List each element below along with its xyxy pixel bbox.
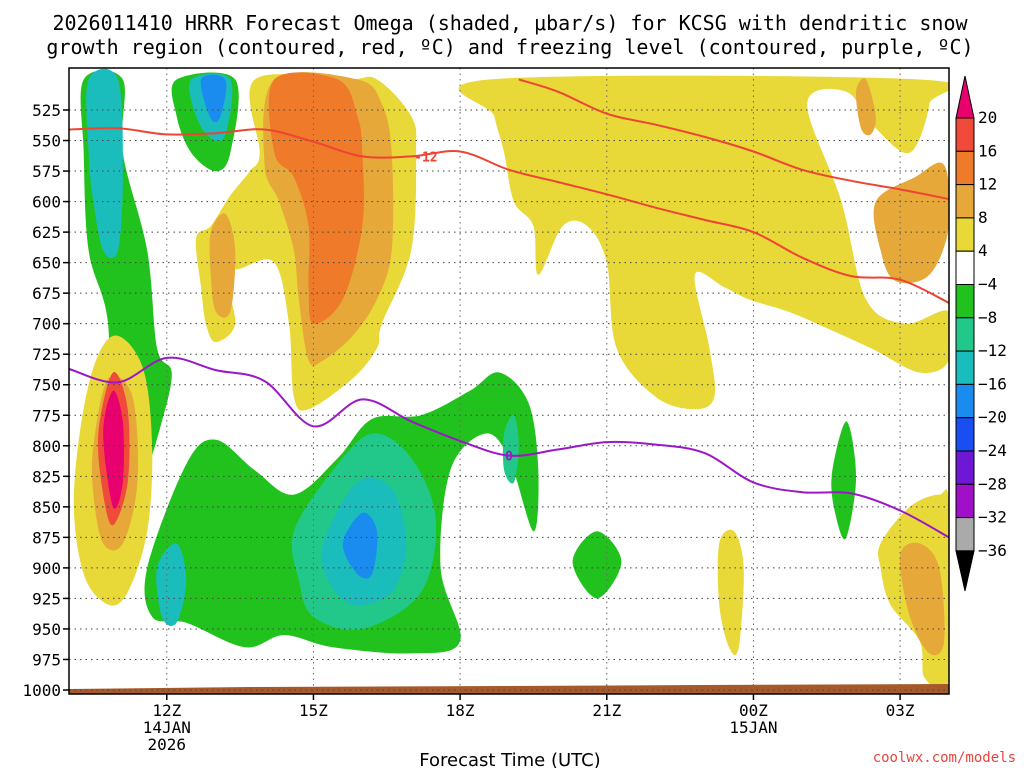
omega-region-9 [156, 543, 187, 626]
y-tick-label-950: 950 [32, 620, 61, 639]
contour-lines: -12 0 [69, 78, 949, 539]
y-tick-label-875: 875 [32, 528, 61, 547]
x-tick-label-03Z: 03Z [886, 701, 915, 720]
y-tick-label-775: 775 [32, 406, 61, 425]
y-tick-label-700: 700 [32, 315, 61, 334]
omega-region-22 [873, 162, 949, 284]
y-tick-label-525: 525 [32, 101, 61, 120]
omega-region-12 [831, 421, 857, 540]
y-tick-label-600: 600 [32, 193, 61, 212]
y-tick-label-625: 625 [32, 223, 61, 242]
colorbar-swatch-3 [955, 184, 975, 219]
colorbar-swatch-11 [955, 450, 975, 485]
y-tick-label-550: 550 [32, 132, 61, 151]
colorbar-label-13: −36 [978, 541, 1007, 560]
colorbar-label-8: −16 [978, 374, 1007, 393]
colorbar-swatch-13 [955, 517, 975, 552]
omega-region-11 [572, 531, 622, 599]
colorbar-label-3: 8 [978, 208, 988, 227]
x-tick-date-00Z: 15JAN [729, 718, 777, 737]
y-tick-label-750: 750 [32, 376, 61, 395]
chart-title-line-1: 2026011410 HRRR Forecast Omega (shaded, … [52, 11, 968, 35]
colorbar-label-10: −24 [978, 441, 1007, 460]
omega-region-21 [458, 75, 949, 410]
colorbar-label-12: −32 [978, 508, 1007, 527]
snow-growth-contour-upper [69, 127, 949, 304]
x-tick-label-12Z: 12Z [152, 701, 181, 720]
omega-region-1 [86, 68, 123, 259]
freezing-level-contour [69, 356, 949, 539]
x-axis-label: Forecast Time (UTC) [419, 750, 600, 768]
colorbar-label-9: −20 [978, 408, 1007, 427]
omega-shading [73, 68, 949, 692]
x-tick-label-00Z: 00Z [739, 701, 768, 720]
y-tick-label-650: 650 [32, 254, 61, 273]
plot-frame [68, 67, 950, 695]
colorbar-label-4: 4 [978, 241, 988, 260]
colorbar-label-5: −4 [978, 275, 997, 294]
snow-growth-contour-label: -12 [414, 150, 437, 165]
colorbar-arrow-top [955, 75, 975, 119]
x-tick-label-21Z: 21Z [592, 701, 621, 720]
colorbar-swatch-12 [955, 483, 975, 519]
colorbar-label-11: −28 [978, 474, 1007, 493]
colorbar-label-2: 12 [978, 175, 997, 194]
omega-region-16 [103, 390, 124, 509]
colorbar-swatch-2 [955, 150, 975, 186]
colorbar-swatch-7 [955, 317, 975, 352]
colorbar-swatch-5 [955, 250, 975, 285]
colorbar-swatch-8 [955, 350, 975, 385]
y-tick-label-900: 900 [32, 559, 61, 578]
freezing-level-contour-label: 0 [505, 450, 513, 465]
grid-lines [69, 68, 949, 694]
snow-growth-contour-lower [518, 78, 949, 201]
colorbar-swatch-10 [955, 417, 975, 452]
colorbar-arrow-bottom [955, 550, 975, 592]
y-tick-label-825: 825 [32, 467, 61, 486]
omega-region-23 [855, 78, 876, 136]
omega-region-26 [899, 542, 945, 656]
colorbar-swatch-9 [955, 383, 975, 419]
y-tick-label-675: 675 [32, 284, 61, 303]
colorbar-label-1: 16 [978, 141, 997, 160]
colorbar-swatch-4 [955, 217, 975, 252]
omega-region-8 [342, 512, 378, 579]
x-tick-label-15Z: 15Z [299, 701, 328, 720]
omega-region-10 [502, 415, 519, 484]
x-tick-year-12Z: 2026 [148, 735, 187, 754]
y-tick-label-1000: 1000 [22, 681, 61, 700]
x-tick-date-12Z: 14JAN [143, 718, 191, 737]
y-tick-label-975: 975 [32, 650, 61, 669]
y-tick-label-575: 575 [32, 162, 61, 181]
colorbar-swatch-1 [955, 117, 975, 152]
y-tick-label-850: 850 [32, 498, 61, 517]
y-tick-label-925: 925 [32, 589, 61, 608]
colorbar: 20 16 12 8 4 −4 −8 −12 −16 −20 −24 −28 −32 −36 [955, 75, 1007, 592]
y-axis: 525 550 575 600 625 650 675 700 725 750 775 800 825 8… [22, 101, 69, 700]
omega-region-20 [209, 213, 236, 318]
x-tick-label-18Z: 18Z [446, 701, 475, 720]
chart-title-line-2: growth region (contoured, red, ºC) and f… [46, 35, 973, 59]
y-tick-label-800: 800 [32, 437, 61, 456]
colorbar-label-6: −8 [978, 308, 997, 327]
colorbar-swatch-6 [955, 284, 975, 319]
colorbar-label-0: 20 [978, 108, 997, 127]
omega-region-4 [200, 74, 227, 123]
credit-text: coolwx.com/models [873, 750, 1016, 766]
ground-surface [69, 684, 949, 694]
y-tick-label-725: 725 [32, 345, 61, 364]
omega-region-24 [717, 529, 744, 656]
colorbar-label-7: −12 [978, 341, 1007, 360]
